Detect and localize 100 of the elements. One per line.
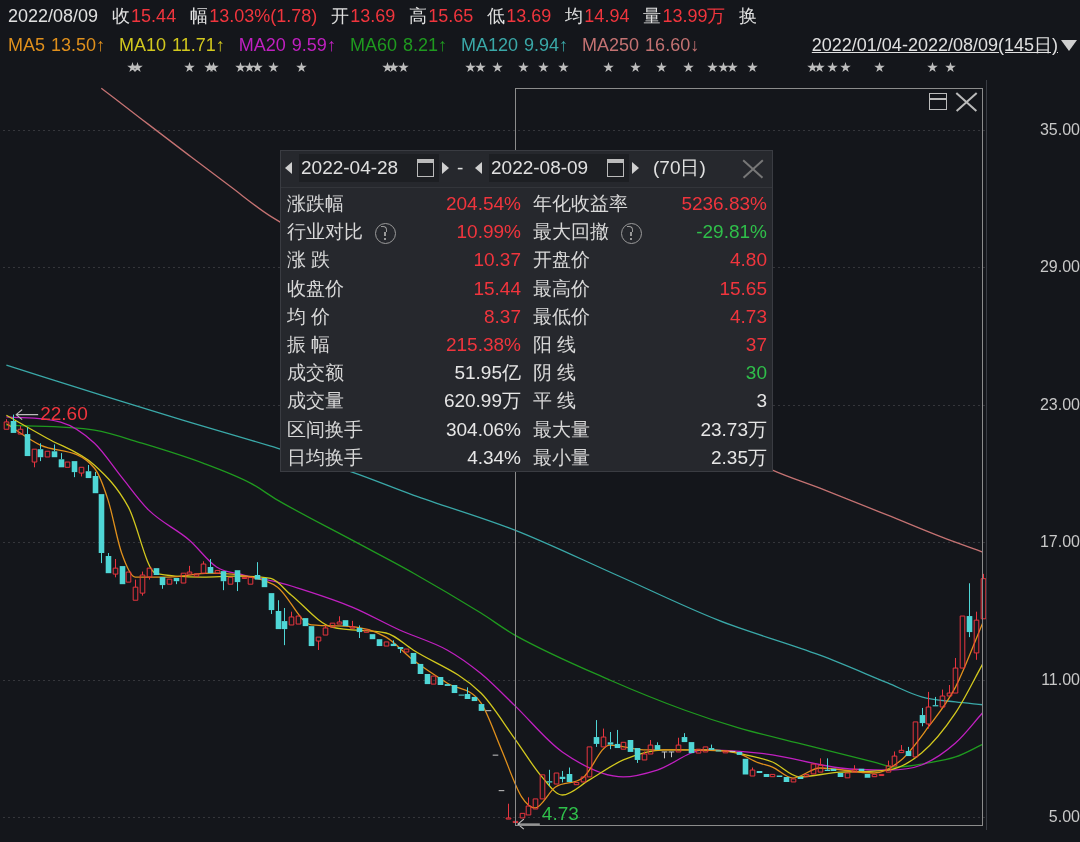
annotation: 2022-08-09: [491, 156, 589, 180]
annotation: 2.35万: [711, 445, 767, 470]
text: 13.50↑: [51, 35, 106, 55]
candlestick: [620, 741, 627, 750]
annotation: 2022-04-28: [301, 156, 399, 180]
annotation: 4.73: [730, 304, 767, 329]
annotation: 10.99%: [456, 220, 521, 245]
annotation: 最大回撤: [533, 220, 609, 245]
candlestick: [363, 629, 370, 633]
annotation: 15.44: [473, 276, 521, 301]
annotation: 均 价: [287, 304, 331, 329]
candlestick: [790, 778, 797, 783]
text: 9.94↑: [524, 35, 569, 55]
annotation: 振 幅: [287, 333, 331, 357]
candlestick: [295, 615, 302, 625]
text: 9.59↑: [291, 35, 336, 55]
candlestick: [329, 622, 336, 628]
candlestick: [51, 443, 58, 458]
annotation: 行业对比: [287, 220, 363, 245]
candlestick: [125, 571, 132, 583]
annotation: 年化收益率: [533, 192, 628, 216]
text: 8.21↑: [402, 35, 447, 55]
candlestick: [702, 746, 709, 753]
candlestick: [817, 757, 824, 773]
annotation: 阳 线: [533, 333, 577, 357]
annotation: 3: [756, 389, 767, 414]
candlestick: [430, 675, 437, 685]
annotation: 23.73万: [700, 417, 767, 442]
annotation: 成交量: [287, 389, 344, 414]
chart-title: 2022/08/09: [8, 6, 99, 26]
annotation: 5236.83%: [681, 192, 767, 216]
candlestick: [607, 731, 614, 750]
annotation: 平 线: [533, 389, 577, 414]
y-tick-label: 5.00: [1048, 808, 1080, 826]
annotation: 最高价: [533, 276, 590, 301]
annotation: 4.73: [541, 803, 579, 825]
annotation: 4.80: [730, 248, 767, 273]
annotation: -: [457, 156, 464, 180]
text: 高: [409, 6, 428, 26]
text: 14.94: [584, 6, 630, 26]
line-series: [5, 364, 984, 706]
annotation: 日均换手: [287, 445, 363, 470]
annotation: 51.95亿: [454, 361, 521, 386]
text: 开: [331, 6, 350, 26]
candlestick: [695, 748, 702, 754]
annotation: 30: [745, 361, 767, 386]
y-tick-label: 17.00: [1039, 533, 1080, 551]
candlestick: [634, 748, 641, 764]
annotation: 阴 线: [533, 361, 577, 386]
candlestick: [864, 773, 871, 778]
annotation: 开盘价: [533, 248, 590, 273]
text: MA60: [349, 35, 397, 55]
candlestick: [708, 744, 715, 750]
candlestick: [64, 461, 71, 468]
candlestick: [912, 721, 919, 758]
text: 低: [487, 6, 506, 26]
candlestick: [593, 719, 600, 748]
annotation: 最大量: [533, 417, 590, 442]
candlestick: [44, 450, 51, 458]
annotation: -29.81%: [696, 220, 767, 245]
candlestick: [85, 464, 92, 479]
annotation: (70日): [653, 156, 706, 180]
annotation: 215.38%: [445, 333, 521, 357]
text: 量: [643, 6, 662, 26]
annotation: 涨跌幅: [287, 192, 344, 216]
candlestick: [722, 750, 729, 754]
candlestick: [193, 573, 200, 577]
candlestick: [403, 648, 410, 653]
annotation: 收盘价: [287, 276, 344, 301]
candlestick: [383, 641, 390, 647]
annotation: 15.65: [719, 276, 767, 301]
annotation: 4.34%: [467, 445, 521, 470]
text: 13.99万: [662, 6, 726, 26]
annotation: 37: [745, 333, 767, 357]
candlestick: [973, 611, 980, 661]
annotation: 204.54%: [445, 192, 521, 216]
annotation: 最小量: [533, 445, 590, 470]
candlestick: [227, 576, 234, 585]
candlestick: [654, 741, 661, 750]
y-tick-label: 23.00: [1039, 395, 1080, 413]
candlestick: [837, 773, 844, 777]
candlestick: [234, 570, 241, 592]
text: 均: [565, 6, 584, 26]
annotation: 区间换手: [287, 417, 363, 442]
annotation: 8.37: [484, 304, 521, 329]
text: MA120: [460, 35, 519, 55]
y-tick-label: 35.00: [1039, 120, 1080, 138]
text: 13.03%(1.78): [209, 6, 318, 26]
y-tick-label: 29.00: [1039, 258, 1080, 276]
candlestick: [810, 763, 817, 775]
candlestick: [17, 425, 24, 435]
candlestick: [959, 615, 966, 669]
candlestick: [214, 569, 221, 574]
text: 2022/01/04-2022/08/09(145日): [811, 34, 1058, 57]
text: 15.44: [131, 6, 177, 26]
annotation: 最低价: [533, 304, 590, 329]
annotation: 22.60: [40, 402, 88, 424]
text: MA5: [8, 35, 46, 55]
candlestick: [166, 578, 173, 585]
candlestick: [532, 798, 539, 810]
